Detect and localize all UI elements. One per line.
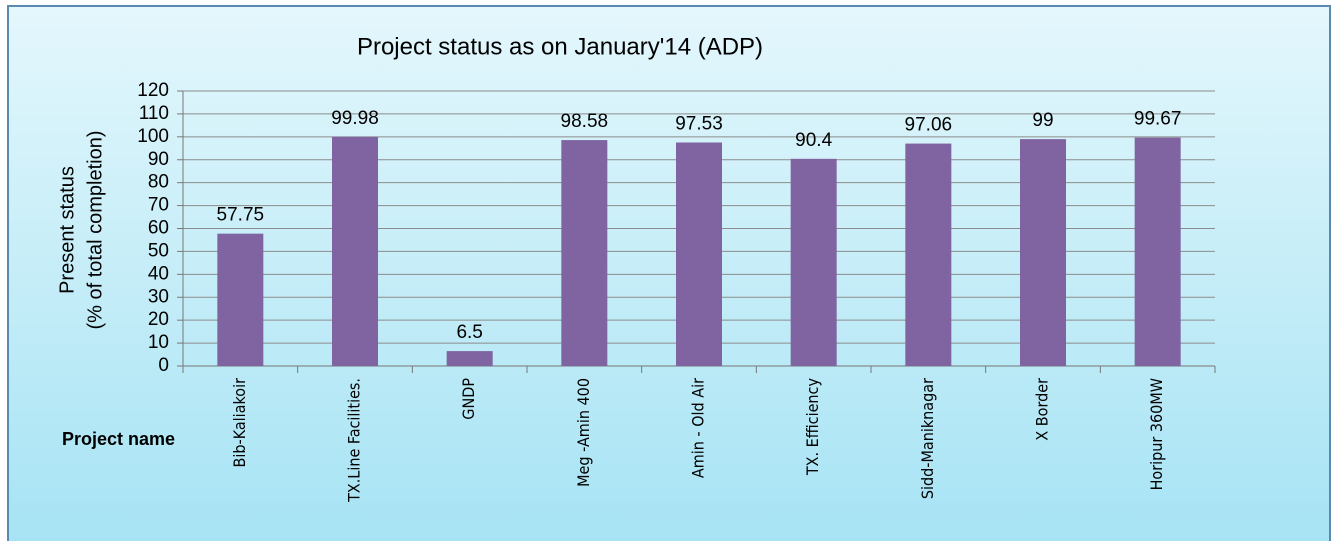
y-axis-label: Present status (56, 166, 78, 294)
x-tick-label: TX.Line Facilities. (345, 378, 364, 503)
y-tick-label: 50 (148, 240, 169, 261)
data-label: 97.06 (905, 115, 953, 136)
data-label: 99.67 (1134, 109, 1182, 130)
data-label: 99.98 (331, 108, 379, 129)
y-tick-label: 70 (148, 195, 169, 216)
x-tick-label: Sidd-Maniknagar (918, 378, 937, 499)
x-tick-label: Bib-Kaliakoir (230, 378, 249, 468)
y-tick-label: 80 (148, 172, 169, 193)
bar (790, 158, 837, 366)
bar (905, 143, 952, 366)
bar (446, 351, 493, 366)
x-tick-label: Amin - Old Air (689, 378, 708, 478)
bar (561, 140, 608, 366)
y-tick-label: 90 (148, 149, 169, 170)
x-axis-label: Project name (62, 429, 175, 449)
data-label: 6.5 (456, 322, 482, 343)
bar (676, 142, 722, 366)
y-tick-label: 100 (137, 126, 169, 147)
data-label: 57.75 (217, 205, 265, 226)
chart-title: Project status as on January'14 (ADP) (357, 33, 763, 60)
y-tick-label: 30 (148, 286, 169, 307)
data-label: 97.53 (675, 114, 723, 135)
y-axis-label: (% of total completion) (84, 131, 106, 330)
x-tick-label: Horipur 360MW (1147, 378, 1166, 490)
x-tick-label: GNDP (459, 378, 478, 420)
bar (332, 136, 378, 366)
bar (217, 233, 264, 366)
y-tick-label: 60 (148, 218, 169, 239)
chart-background (7, 5, 1331, 541)
y-tick-label: 120 (137, 80, 169, 101)
x-tick-label: Meg -Amin 400 (574, 378, 593, 487)
data-label: 99 (1032, 110, 1053, 131)
y-tick-label: 0 (158, 355, 169, 376)
x-tick-label: X Border (1033, 378, 1052, 441)
y-tick-label: 40 (148, 263, 169, 284)
y-tick-label: 10 (148, 332, 169, 353)
bar (1020, 139, 1066, 366)
x-tick-label: TX. Efficiency (803, 378, 822, 477)
y-tick-label: 110 (139, 103, 169, 124)
data-label: 90.4 (795, 130, 832, 151)
bar (1134, 137, 1181, 366)
y-tick-label: 20 (148, 309, 169, 330)
data-label: 98.58 (561, 111, 609, 132)
